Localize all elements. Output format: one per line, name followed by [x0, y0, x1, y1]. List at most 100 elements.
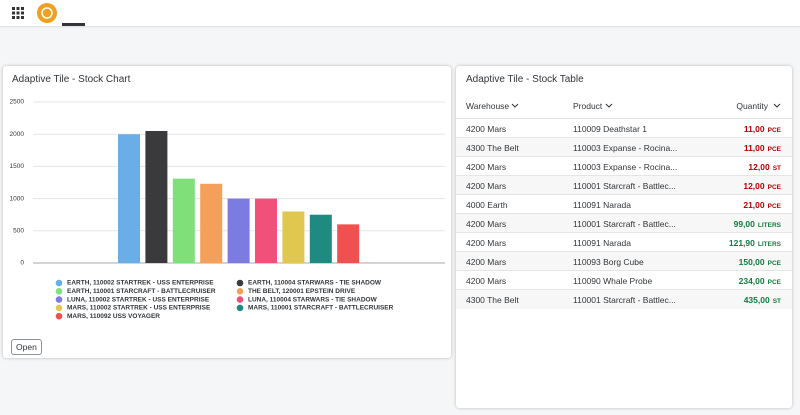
sort-icon[interactable]	[605, 103, 613, 109]
quantity-unit: PCE	[767, 127, 781, 134]
legend-label: EARTH, 110001 STARCRAFT - BATTLECRUISER	[67, 288, 216, 295]
legend-marker	[236, 288, 244, 295]
quantity-unit: PCE	[767, 184, 781, 191]
y-tick-label: 2500	[10, 99, 25, 106]
y-tick-label: 1500	[10, 163, 25, 170]
product-cell: 110093 Borg Cube	[573, 257, 644, 267]
product-cell: 110001 Starcraft - Battlec...	[573, 181, 676, 191]
warehouse-cell: 4000 Earth	[466, 200, 508, 210]
card-title: Adaptive Tile - Stock Chart	[12, 74, 131, 85]
legend-label: LUNA, 110002 STARTREK - USS ENTERPRISE	[67, 296, 210, 303]
table-card: Adaptive Tile - Stock Table Warehouse Pr…	[456, 66, 792, 408]
product-cell: 110091 Narada	[573, 200, 631, 210]
warehouse-cell: 4200 Mars	[466, 181, 507, 191]
quantity-cell: 21,00 PCE	[743, 200, 781, 210]
table-row[interactable]: 4200 Mars 110003 Expanse - Rocina... 12,00…	[456, 156, 792, 176]
legend-label: MARS, 110092 USS VOYAGER	[67, 313, 160, 320]
open-button[interactable]: Open	[11, 339, 42, 355]
shell-bar	[0, 0, 800, 26]
product-cell: 110001 Starcraft - Battlec...	[573, 295, 676, 305]
y-tick-label: 500	[13, 228, 24, 235]
warehouse-cell: 4300 The Belt	[466, 295, 519, 305]
bar	[227, 198, 250, 263]
warehouse-cell: 4200 Mars	[466, 276, 507, 286]
legend-marker	[55, 288, 63, 295]
bar	[255, 198, 277, 263]
table-row[interactable]: 4200 Mars 110090 Whale Probe 234,00 PCE	[456, 270, 792, 290]
table-row[interactable]: 4200 Mars 110001 Starcraft - Battlec... 99…	[456, 213, 792, 233]
quantity-value: 99,00	[733, 219, 755, 229]
sort-icon[interactable]	[773, 103, 781, 109]
quantity-unit: PCE	[767, 260, 781, 267]
bar	[337, 224, 360, 263]
quantity-value: 11,00	[743, 124, 765, 134]
y-tick-label: 0	[20, 260, 24, 267]
product-cell: 110091 Narada	[573, 238, 631, 248]
logo[interactable]	[37, 3, 57, 23]
quantity-cell: 11,00 PCE	[744, 124, 781, 134]
bar	[118, 134, 140, 263]
table-row[interactable]: 4200 Mars 110001 Starcraft - Battlec... 12…	[456, 175, 792, 195]
quantity-unit: PCE	[767, 146, 781, 153]
legend-marker	[236, 304, 244, 312]
legend-label: LUNA, 110004 STARWARS - TIE SHADOW	[248, 296, 378, 303]
legend-label: MARS, 110002 STARTREK - USS ENTERPRISE	[67, 305, 211, 312]
warehouse-cell: 4200 Mars	[466, 238, 507, 248]
product-cell: 110090 Whale Probe	[573, 276, 653, 286]
warehouse-cell: 4200 Mars	[466, 257, 507, 267]
quantity-unit: LITERS	[757, 241, 781, 248]
quantity-value: 12,00	[748, 162, 770, 172]
chart-card: Adaptive Tile - Stock Chart 0 500 1000 1500…	[3, 66, 451, 358]
quantity-cell: 12,00 PCE	[743, 181, 781, 191]
column-header[interactable]: Product	[573, 101, 603, 111]
quantity-cell: 150,00 PCE	[739, 257, 781, 267]
sort-icon[interactable]	[511, 103, 519, 109]
legend-label: THE BELT, 120001 EPSTEIN DRIVE	[248, 288, 356, 295]
bar	[282, 211, 305, 263]
column-header[interactable]: Quantity	[736, 101, 768, 111]
column-header[interactable]: Warehouse	[466, 101, 510, 111]
y-tick-label: 1000	[10, 195, 25, 202]
quantity-unit: LITERS	[757, 222, 781, 229]
table-row[interactable]: 4200 Mars 110093 Borg Cube 150,00 PCE	[456, 251, 792, 271]
legend-marker	[55, 279, 63, 287]
quantity-unit: PCE	[767, 279, 781, 286]
table-row[interactable]: 4300 The Belt 110001 Starcraft - Battlec.…	[456, 289, 792, 309]
table-row[interactable]: 4200 Mars 110009 Deathstar 1 11,00 PCE	[456, 118, 792, 138]
quantity-unit: ST	[772, 165, 781, 172]
warehouse-cell: 4300 The Belt	[466, 143, 519, 153]
legend-label: EARTH, 110002 STARTREK - USS ENTERPRISE	[67, 280, 214, 287]
chart: 0 500 1000 1500 2000 2500 EARTH, 110002 STARTR…	[10, 99, 445, 320]
table-row[interactable]: 4200 Mars 110091 Narada 121,90 LITERS	[456, 232, 792, 252]
legend-marker	[55, 312, 63, 320]
table-row[interactable]: 4300 The Belt 110003 Expanse - Rocina... 1…	[456, 137, 792, 157]
bar	[200, 183, 223, 263]
quantity-value: 435,00	[743, 295, 770, 305]
table-row[interactable]: 4000 Earth 110091 Narada 21,00 PCE	[456, 194, 792, 214]
quantity-value: 150,00	[738, 257, 765, 267]
legend-marker	[236, 279, 244, 287]
y-tick-label: 2000	[10, 131, 25, 138]
product-cell: 110003 Expanse - Rocina...	[573, 143, 678, 153]
legend-marker	[55, 296, 63, 303]
quantity-unit: ST	[772, 298, 781, 305]
quantity-unit: PCE	[767, 203, 781, 210]
product-cell: 110001 Starcraft - Battlec...	[573, 219, 676, 229]
bar	[309, 214, 332, 263]
quantity-value: 21,00	[743, 200, 765, 210]
product-cell: 110003 Expanse - Rocina...	[573, 162, 678, 172]
quantity-value: 121,90	[728, 238, 755, 248]
quantity-cell: 11,00 PCE	[744, 143, 781, 153]
quantity-cell: 234,00 PCE	[739, 276, 781, 286]
card-title: Adaptive Tile - Stock Table	[466, 74, 584, 85]
app-menu-icon[interactable]	[12, 7, 24, 19]
legend-label: MARS, 110001 STARCRAFT - BATTLECRUISER	[248, 305, 394, 312]
quantity-cell: 121,90 LITERS	[729, 238, 781, 248]
quantity-value: 11,00	[743, 143, 765, 153]
quantity-cell: 12,00 ST	[748, 162, 781, 172]
warehouse-cell: 4200 Mars	[466, 124, 507, 134]
legend-marker	[236, 296, 244, 303]
quantity-value: 12,00	[743, 181, 765, 191]
bar	[172, 178, 195, 263]
